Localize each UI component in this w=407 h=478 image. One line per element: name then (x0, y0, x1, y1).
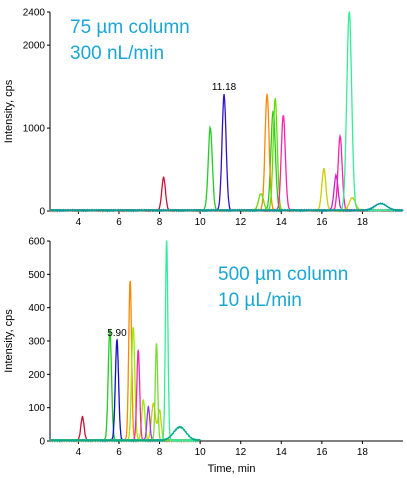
series-trace (49, 343, 201, 443)
x-axis-label: Time, min (208, 463, 256, 475)
x-tick-label: 8 (157, 447, 163, 458)
series-trace (49, 172, 404, 213)
y-tick-label: 600 (28, 237, 45, 248)
x-tick-label: 10 (195, 217, 207, 228)
x-tick-label: 10 (195, 447, 207, 458)
x-tick-label: 8 (157, 217, 163, 228)
panel-bottom: 0 100 200 300 400 500 600 4 6 8 10 12 14 16 18 Intensit… (3, 237, 403, 475)
series-trace (49, 404, 201, 443)
y-tick-label: 300 (28, 337, 45, 348)
x-tick-label: 6 (116, 447, 122, 458)
peak-label: 11.18 (212, 82, 237, 93)
y-axis-label: Intensity, cps (3, 309, 15, 373)
series-trace (49, 402, 201, 443)
y-tick-label: 0 (39, 437, 45, 448)
column-annotation: 75 µm column (70, 17, 190, 38)
y-tick-label: 400 (28, 303, 45, 314)
x-tick-label: 6 (116, 217, 122, 228)
series-trace (49, 329, 201, 443)
peak-label: 5.90 (107, 328, 127, 339)
y-axis-label: Intensity, cps (3, 79, 15, 143)
series-trace (49, 93, 404, 213)
x-tick-label: 14 (276, 217, 288, 228)
series-trace (49, 11, 404, 213)
panel-top: 0 1000 2000 2400 4 6 8 10 12 14 16 18 Intensity, cps… (3, 8, 404, 228)
series-trace (49, 240, 201, 443)
y-tick-label: 0 (39, 207, 45, 218)
series-trace (49, 280, 201, 443)
x-tick-label: 12 (235, 217, 247, 228)
series-trace (49, 415, 201, 443)
x-tick-label: 12 (235, 447, 247, 458)
y-tick-label: 200 (28, 370, 45, 381)
y-tick-label: 100 (28, 403, 45, 414)
x-tick-label: 4 (76, 447, 82, 458)
series-trace (49, 425, 201, 443)
series-trace (49, 327, 201, 443)
series-trace (49, 176, 404, 213)
series-trace (49, 202, 404, 213)
y-tick-label: 500 (28, 270, 45, 281)
column-annotation: 500 µm column (218, 264, 348, 285)
x-tick-label: 18 (357, 447, 369, 458)
series-trace (49, 338, 201, 443)
x-tick-label: 14 (276, 447, 288, 458)
flow-rate-annotation: 10 µL/min (218, 290, 302, 311)
y-tick-label: 2400 (23, 8, 46, 19)
y-tick-label: 2000 (23, 41, 46, 52)
x-tick-label: 16 (316, 217, 328, 228)
x-tick-label: 4 (76, 217, 82, 228)
x-tick-label: 16 (316, 447, 328, 458)
flow-rate-annotation: 300 nL/min (70, 43, 164, 64)
series-trace (49, 168, 404, 213)
x-tick-label: 18 (357, 217, 369, 228)
y-tick-label: 1000 (23, 124, 46, 135)
